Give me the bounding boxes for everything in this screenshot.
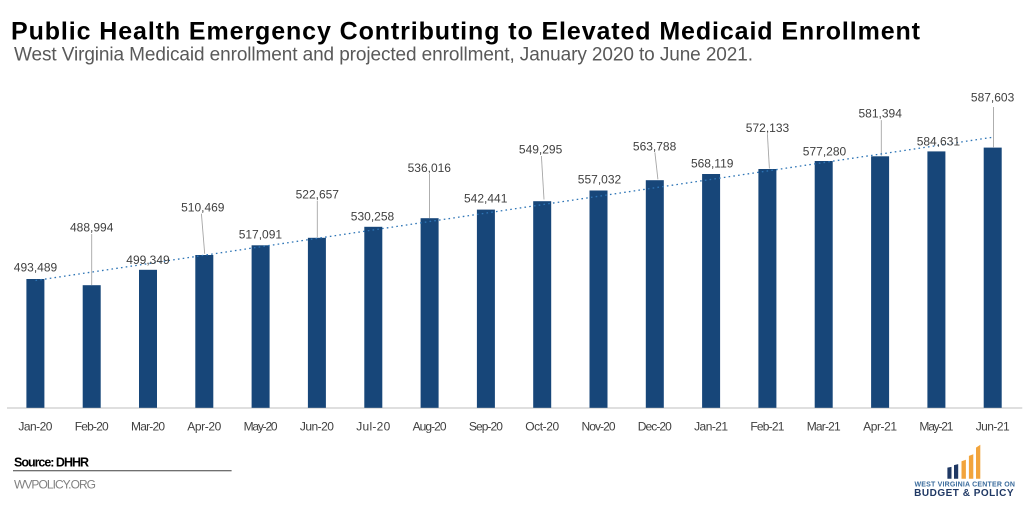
svg-text:510,469: 510,469	[181, 200, 225, 214]
svg-text:WVPOLICY.ORG: WVPOLICY.ORG	[14, 477, 96, 491]
svg-text:584,631: 584,631	[917, 135, 961, 149]
svg-text:Feb-21: Feb-21	[750, 419, 784, 433]
svg-text:536,016: 536,016	[408, 161, 452, 175]
svg-text:563,788: 563,788	[633, 139, 677, 153]
svg-text:May-20: May-20	[244, 419, 278, 433]
svg-text:542,441: 542,441	[464, 191, 508, 205]
svg-text:Jun-20: Jun-20	[300, 419, 334, 433]
svg-text:Jan-21: Jan-21	[694, 419, 728, 433]
svg-text:Aug-20: Aug-20	[413, 419, 447, 433]
svg-text:Mar-20: Mar-20	[131, 419, 165, 433]
svg-text:517,091: 517,091	[239, 228, 283, 242]
svg-text:Public Health Emergency Contri: Public Health Emergency Contributing to …	[11, 18, 921, 46]
svg-text:Jan-20: Jan-20	[18, 419, 52, 433]
svg-text:577,280: 577,280	[803, 144, 847, 158]
svg-text:587,603: 587,603	[971, 90, 1015, 104]
svg-text:Sep-20: Sep-20	[469, 419, 503, 433]
svg-text:581,394: 581,394	[859, 106, 903, 120]
svg-text:Oct-20: Oct-20	[525, 419, 559, 433]
svg-text:499,349: 499,349	[126, 253, 170, 267]
svg-text:557,032: 557,032	[578, 173, 622, 187]
svg-text:572,133: 572,133	[746, 121, 790, 135]
svg-text:Feb-20: Feb-20	[75, 419, 109, 433]
svg-text:488,994: 488,994	[70, 221, 114, 235]
svg-text:May-21: May-21	[919, 419, 953, 433]
svg-text:Apr-20: Apr-20	[187, 419, 221, 433]
svg-text:549,295: 549,295	[519, 143, 563, 157]
svg-text:WEST VIRGINIA CENTER ON: WEST VIRGINIA CENTER ON	[915, 481, 1015, 488]
svg-text:Source: DHHR: Source: DHHR	[14, 456, 89, 470]
svg-text:Jun-21: Jun-21	[976, 419, 1010, 433]
svg-text:Dec-20: Dec-20	[638, 419, 672, 433]
svg-text:West Virginia Medicaid enrollm: West Virginia Medicaid enrollment and pr…	[14, 44, 753, 65]
svg-text:530,258: 530,258	[351, 210, 395, 224]
svg-text:522,657: 522,657	[296, 188, 340, 202]
svg-text:493,489: 493,489	[14, 261, 58, 275]
svg-text:Jul-20: Jul-20	[356, 419, 390, 433]
svg-text:Mar-21: Mar-21	[807, 419, 841, 433]
svg-text:Nov-20: Nov-20	[582, 419, 616, 433]
svg-text:BUDGET & POLICY: BUDGET & POLICY	[914, 488, 1014, 499]
svg-text:Apr-21: Apr-21	[863, 419, 897, 433]
svg-text:568,119: 568,119	[691, 157, 734, 171]
